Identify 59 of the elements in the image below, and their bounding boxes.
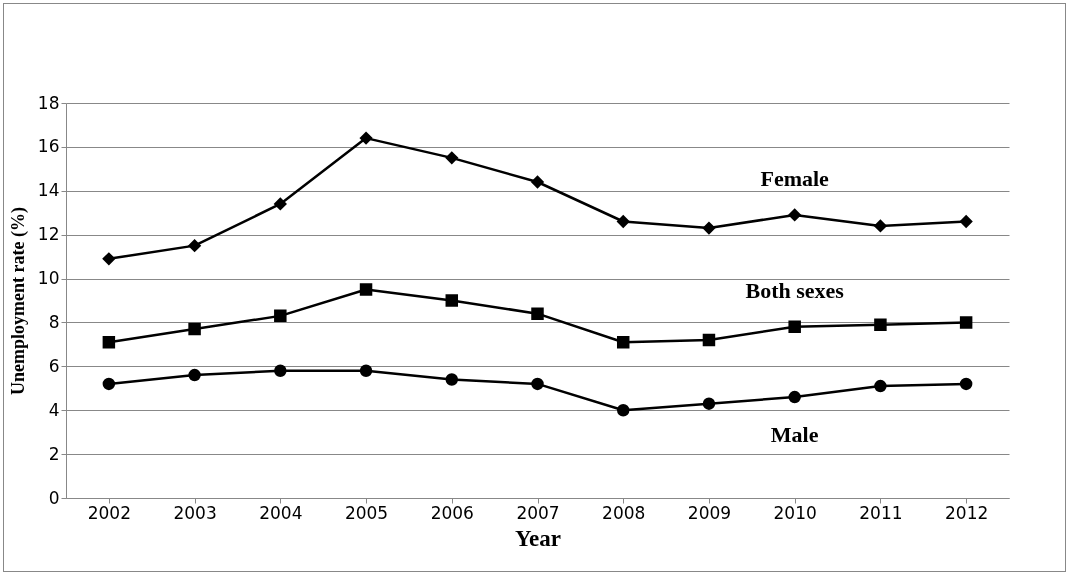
x-tick-label: 2012 [945, 502, 989, 523]
x-tick-label: 2011 [859, 502, 903, 523]
point [445, 294, 459, 307]
point [702, 333, 716, 347]
series-label: Female [760, 165, 830, 191]
point [788, 320, 801, 334]
x-tick-label: 2010 [773, 502, 817, 523]
point [788, 208, 801, 222]
point [274, 364, 287, 377]
y-tick-label: 0 [48, 487, 60, 508]
point [274, 309, 287, 323]
point [274, 197, 287, 211]
point [959, 316, 973, 329]
point [102, 335, 116, 349]
point [616, 335, 630, 349]
y-tick-label: 14 [37, 180, 60, 201]
point [702, 397, 716, 410]
x-axis-title: Year [515, 525, 561, 551]
point [531, 175, 544, 189]
point [531, 377, 544, 391]
point [359, 364, 373, 377]
point [874, 318, 887, 331]
y-tick-label: 2 [48, 443, 60, 464]
x-tick-label: 2009 [687, 502, 732, 523]
y-tick-label: 4 [48, 399, 60, 420]
x-tick-label: 2002 [87, 502, 131, 523]
y-tick-label: 8 [48, 311, 60, 332]
x-tick-label: 2006 [430, 502, 474, 523]
point [359, 131, 373, 145]
point [102, 377, 116, 391]
point [188, 322, 201, 336]
x-tick-label: 2005 [344, 502, 389, 523]
point [188, 368, 201, 382]
point [616, 403, 630, 417]
point [531, 307, 544, 320]
point [788, 390, 801, 404]
series-label: Male [770, 422, 819, 448]
point [959, 377, 973, 391]
y-tick-label: 16 [37, 136, 60, 157]
series-label: Both sexes [745, 277, 845, 303]
x-tick-label: 2004 [259, 502, 303, 523]
point [188, 239, 201, 252]
y-tick-label: 18 [37, 92, 60, 113]
x-tick-label: 2008 [602, 502, 646, 523]
y-axis-title: Unemployment rate (%) [7, 207, 29, 395]
point [959, 215, 973, 228]
point [359, 283, 373, 296]
point [616, 215, 630, 228]
y-tick-label: 6 [48, 355, 60, 376]
point [102, 252, 116, 266]
y-tick-label: 10 [37, 268, 60, 289]
y-tick-label: 12 [37, 224, 60, 245]
point [874, 219, 887, 233]
point [445, 151, 459, 165]
x-tick-label: 2003 [173, 502, 217, 523]
x-tick-label: 2007 [516, 502, 560, 523]
point [874, 379, 887, 393]
point [445, 373, 459, 386]
point [702, 221, 716, 235]
